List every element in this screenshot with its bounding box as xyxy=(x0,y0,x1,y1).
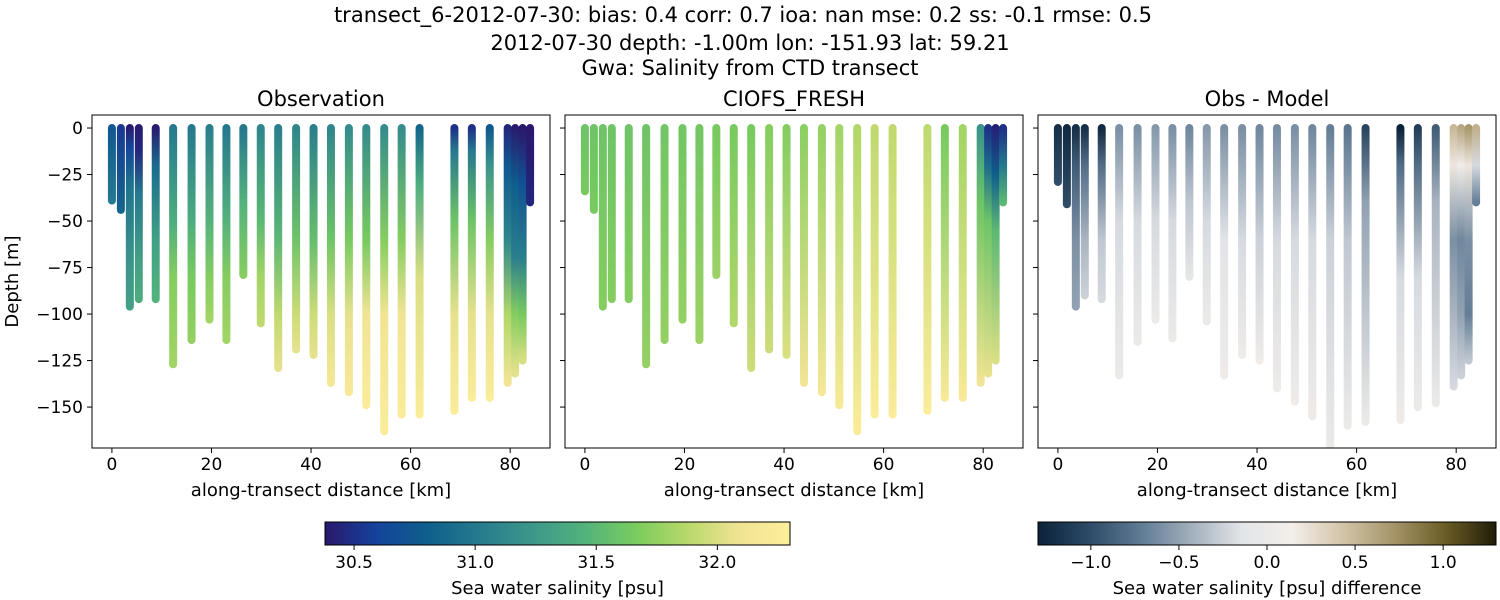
figure-title-line-1: transect_6-2012-07-30: bias: 0.4 corr: 0… xyxy=(334,3,1152,28)
colorbar-tick-label: 32.0 xyxy=(698,553,736,573)
y-tick-label: −50 xyxy=(47,212,83,232)
y-tick-label: −25 xyxy=(47,166,83,186)
observation-panel: 0 20 40 60 80 0 −25 −50 −75 −100 −125 −150 Observati… xyxy=(2,87,551,501)
colorbar-scale xyxy=(1037,521,1497,546)
x-tick-label: 20 xyxy=(1147,455,1169,475)
x-axis-label: along-transect distance [km] xyxy=(664,480,924,501)
x-tick-label: 40 xyxy=(773,455,795,475)
x-tick-label: 40 xyxy=(300,455,322,475)
y-tick-label: −125 xyxy=(36,352,83,372)
colorbar-scale xyxy=(324,521,791,546)
colorbar-label: Sea water salinity [psu] difference xyxy=(1113,578,1422,599)
x-tick-label: 80 xyxy=(499,455,521,475)
colorbar-tick-label: −1.0 xyxy=(1070,553,1111,573)
colorbar-tick-label: 31.0 xyxy=(456,553,494,573)
figure-title-line-3: Gwa: Salinity from CTD transect xyxy=(582,56,919,80)
difference-colorbar: −1.0 −0.5 0.0 0.5 1.0 Sea water salinity [psu… xyxy=(1037,521,1497,599)
station-profiles xyxy=(107,124,535,436)
plot-frame xyxy=(91,114,551,449)
panel-title: Observation xyxy=(257,87,385,111)
y-axis-label: Depth [m] xyxy=(2,235,23,327)
difference-panel: 0 20 40 60 80 Obs - Model along-transect dista… xyxy=(1033,87,1497,501)
x-tick-label: 20 xyxy=(201,455,223,475)
x-tick-label: 80 xyxy=(972,455,994,475)
panel-title: Obs - Model xyxy=(1205,87,1330,111)
model-panel: 0 20 40 60 80 CIOFS_FRESH along-transect dista… xyxy=(560,87,1024,501)
colorbar-tick-label: 31.5 xyxy=(577,553,615,573)
colorbar-tick-label: 30.5 xyxy=(335,553,373,573)
station-profiles xyxy=(1053,124,1481,448)
x-tick-label: 0 xyxy=(106,455,117,475)
y-tick-label: −150 xyxy=(36,398,83,418)
x-tick-label: 60 xyxy=(1346,455,1368,475)
x-tick-label: 40 xyxy=(1246,455,1268,475)
y-tick-label: −75 xyxy=(47,259,83,279)
x-tick-label: 60 xyxy=(400,455,422,475)
x-tick-label: 80 xyxy=(1445,455,1467,475)
plot-frame xyxy=(1037,114,1497,449)
panel-title: CIOFS_FRESH xyxy=(723,87,865,112)
x-axis-label: along-transect distance [km] xyxy=(191,480,451,501)
x-tick-label: 0 xyxy=(579,455,590,475)
colorbar-tick-label: 1.0 xyxy=(1430,553,1457,573)
y-tick-label: 0 xyxy=(72,119,83,139)
x-axis-label: along-transect distance [km] xyxy=(1137,480,1397,501)
colorbar-tick-label: 0.5 xyxy=(1342,553,1369,573)
salinity-colorbar: 30.5 31.0 31.5 32.0 Sea water salinity [psu] xyxy=(324,521,791,599)
colorbar-tick-label: 0.0 xyxy=(1253,553,1280,573)
colorbar-label: Sea water salinity [psu] xyxy=(451,578,664,599)
x-tick-label: 0 xyxy=(1052,455,1063,475)
colorbar-tick-label: −0.5 xyxy=(1158,553,1199,573)
figure-title-line-2: 2012-07-30 depth: -1.00m lon: -151.93 la… xyxy=(490,31,1009,55)
plot-frame xyxy=(564,114,1024,449)
x-tick-label: 20 xyxy=(674,455,696,475)
y-tick-label: −100 xyxy=(36,305,83,325)
station-profiles xyxy=(580,124,1008,436)
x-tick-label: 60 xyxy=(873,455,895,475)
